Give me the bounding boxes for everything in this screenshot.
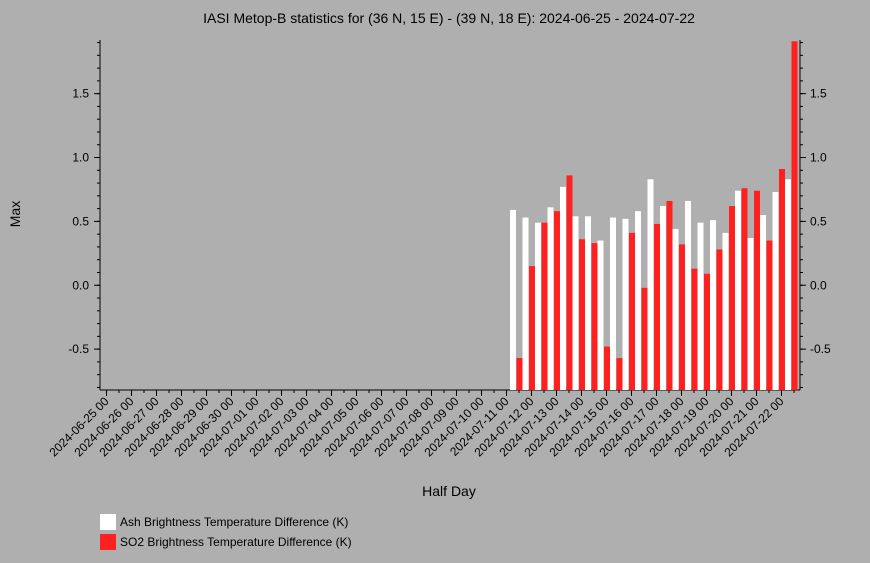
bar-ash bbox=[572, 216, 579, 390]
bar-so2 bbox=[691, 268, 698, 390]
bar-ash bbox=[510, 209, 516, 390]
bar-ash bbox=[785, 179, 791, 390]
bar-so2 bbox=[604, 346, 610, 390]
legend-item-ash: Ash Brightness Temperature Difference (K… bbox=[100, 512, 352, 532]
bar-so2 bbox=[716, 249, 723, 390]
bar-so2 bbox=[554, 211, 560, 390]
bar-so2 bbox=[766, 240, 773, 390]
bar-so2 bbox=[566, 175, 573, 390]
y-tick-label-left: 0.5 bbox=[72, 214, 89, 228]
legend-swatch-ash bbox=[100, 514, 116, 530]
bar-ash bbox=[760, 215, 766, 390]
y-tick-label-left: -0.5 bbox=[68, 342, 89, 356]
legend: Ash Brightness Temperature Difference (K… bbox=[100, 512, 352, 552]
bar-ash bbox=[547, 207, 554, 390]
bar-so2 bbox=[641, 287, 648, 390]
legend-swatch-so2 bbox=[100, 534, 116, 550]
bar-ash bbox=[647, 179, 654, 390]
legend-item-so2: SO2 Brightness Temperature Difference (K… bbox=[100, 532, 352, 552]
bar-so2 bbox=[741, 188, 748, 390]
bar-ash bbox=[772, 192, 779, 390]
bar-so2 bbox=[579, 239, 585, 390]
bar-so2 bbox=[754, 190, 760, 390]
bar-ash bbox=[635, 211, 641, 390]
y-tick-label-right: -0.5 bbox=[810, 342, 831, 356]
bar-ash bbox=[622, 218, 629, 390]
bar-so2 bbox=[629, 232, 635, 390]
y-tick-label-left: 1.0 bbox=[72, 151, 89, 165]
legend-label-so2: SO2 Brightness Temperature Difference (K… bbox=[120, 535, 352, 549]
bar-so2 bbox=[704, 273, 710, 390]
bar-so2 bbox=[666, 200, 673, 390]
bar-ash bbox=[522, 217, 529, 390]
y-axis-label: Max bbox=[7, 201, 23, 227]
bar-ash bbox=[735, 190, 741, 390]
bar-so2 bbox=[679, 244, 685, 390]
bar-ash bbox=[560, 186, 566, 390]
y-tick-label-left: 1.5 bbox=[72, 87, 89, 101]
x-axis-label: Half Day bbox=[422, 483, 476, 499]
bar-ash bbox=[610, 217, 616, 390]
bar-so2 bbox=[529, 266, 535, 390]
bar-ash bbox=[685, 200, 691, 390]
bar-ash bbox=[672, 229, 679, 390]
bar-ash bbox=[585, 216, 591, 390]
bar-ash bbox=[710, 220, 716, 390]
y-tick-label-right: 0.5 bbox=[810, 214, 827, 228]
bar-so2 bbox=[591, 243, 598, 390]
bar-ash bbox=[697, 222, 704, 390]
bar-so2 bbox=[616, 358, 623, 390]
bar-so2 bbox=[791, 41, 798, 390]
bar-ash bbox=[747, 237, 754, 390]
y-tick-label-right: 0.0 bbox=[810, 278, 827, 292]
bar-so2 bbox=[541, 222, 548, 390]
y-tick-label-left: 0.0 bbox=[72, 278, 89, 292]
y-tick-label-right: 1.5 bbox=[810, 87, 827, 101]
bar-so2 bbox=[779, 169, 785, 390]
bar-so2 bbox=[654, 223, 660, 390]
y-tick-label-right: 1.0 bbox=[810, 151, 827, 165]
bar-ash bbox=[660, 206, 666, 390]
chart-title: IASI Metop-B statistics for (36 N, 15 E)… bbox=[203, 10, 695, 26]
bar-ash bbox=[722, 232, 729, 390]
legend-label-ash: Ash Brightness Temperature Difference (K… bbox=[120, 515, 349, 529]
bar-ash bbox=[597, 240, 604, 390]
bar-so2 bbox=[729, 206, 735, 390]
bar-so2 bbox=[516, 358, 523, 390]
plot-area: -0.5 -0.50.0 0.00.5 0.51.0 1.01.5 1.52024-06-… bbox=[47, 40, 831, 459]
bar-ash bbox=[535, 222, 541, 390]
